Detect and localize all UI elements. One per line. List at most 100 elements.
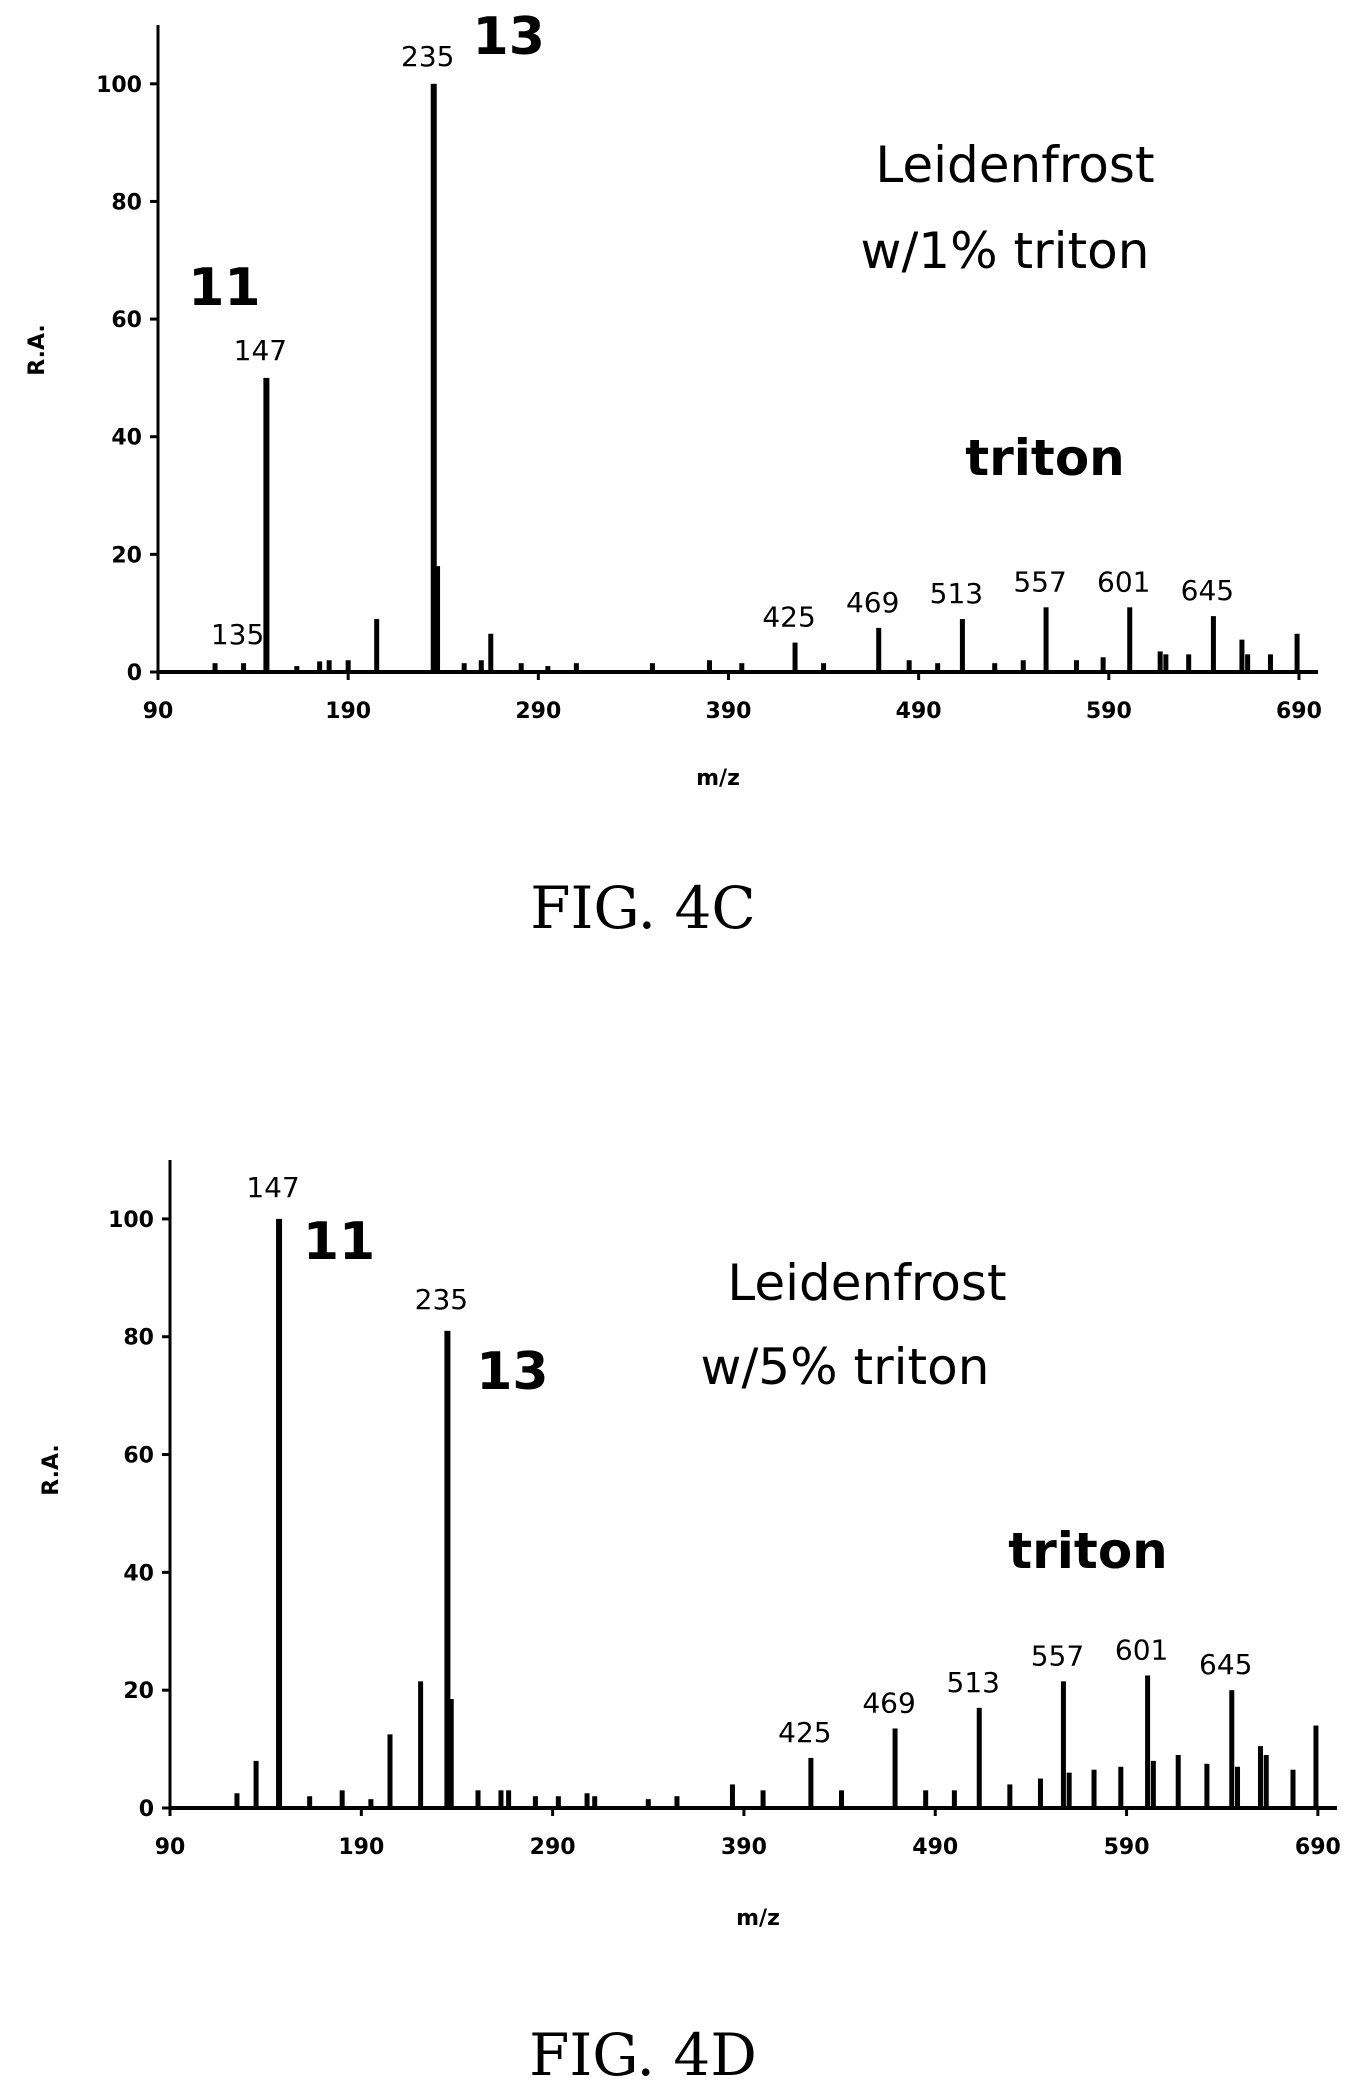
peak-bar — [1175, 1754, 1181, 1808]
peak-bar — [461, 663, 467, 672]
peak-bar — [1186, 654, 1192, 672]
peak-bar — [478, 660, 484, 672]
y-tick-label: 0 — [139, 1797, 154, 1822]
peak-bar — [808, 1757, 814, 1808]
peak-bar — [1037, 1778, 1043, 1808]
peak-bar — [592, 1796, 598, 1808]
y-tick-label: 80 — [123, 1326, 154, 1351]
peak-bar — [906, 660, 912, 672]
peak-bar — [263, 377, 270, 672]
y-tick-label: 60 — [111, 308, 142, 333]
x-tick-label: 390 — [706, 699, 752, 724]
peak-bar — [645, 1799, 651, 1808]
peak-bar — [674, 1796, 680, 1808]
peak-bar — [1235, 1766, 1241, 1808]
peak-bar — [951, 1790, 957, 1808]
peak-bar — [876, 627, 882, 672]
y-tick-label: 100 — [96, 73, 142, 98]
peak-bar — [1100, 657, 1106, 672]
x-tick-label: 690 — [1276, 699, 1322, 724]
x-tick-label: 190 — [338, 1835, 384, 1860]
x-tick-label: 690 — [1295, 1835, 1341, 1860]
peak-bar — [532, 1796, 538, 1808]
group-label: triton — [965, 429, 1125, 487]
peak-bar — [317, 661, 323, 672]
peak-bar — [1073, 660, 1079, 672]
x-tick-label: 490 — [896, 699, 942, 724]
peak-bar — [1290, 1769, 1296, 1808]
compound-label: 13 — [476, 1342, 548, 1402]
x-tick-label: 290 — [530, 1835, 576, 1860]
peak-bar — [760, 1790, 766, 1808]
annotation-line-2: w/1% triton — [861, 222, 1150, 280]
axes-group: 0 20 40 60 80 100 90 190 290 390 490 590 690 — [108, 1160, 1341, 1860]
peak-bar — [506, 1790, 512, 1808]
annotation-line-1: Leidenfrost — [727, 1254, 1006, 1312]
peak-bar — [418, 1681, 424, 1808]
y-tick-label: 0 — [127, 661, 142, 686]
figure-caption: FIG. 4C — [530, 874, 756, 942]
peak-label: 601 — [1097, 565, 1150, 598]
peak-bar — [1263, 1754, 1269, 1808]
peak-bar — [1157, 651, 1163, 672]
chart-fig-4c: 0 20 40 60 80 100 90 190 290 390 490 590 690 135 147 2… — [25, 7, 1322, 942]
peak-bar — [1267, 654, 1273, 672]
x-tick-label: 390 — [721, 1835, 767, 1860]
x-axis-label: m/z — [736, 1906, 780, 1931]
peak-bar — [959, 619, 965, 672]
peak-bar — [212, 663, 218, 672]
compound-label: 11 — [188, 258, 260, 318]
bars-group — [212, 83, 1300, 673]
peak-bar — [1245, 654, 1251, 672]
y-axis-label: R.A. — [39, 1444, 64, 1496]
peak-bar — [649, 663, 655, 672]
peak-bar — [374, 619, 380, 672]
peak-bar — [584, 1793, 590, 1808]
peak-bar — [387, 1734, 393, 1808]
peak-label: 469 — [846, 586, 899, 619]
peak-label: 235 — [401, 40, 454, 73]
peak-bar — [923, 1790, 929, 1808]
peak-label: 601 — [1115, 1633, 1168, 1666]
y-tick-label: 20 — [123, 1679, 154, 1704]
peak-label: 513 — [930, 577, 983, 610]
peak-bar — [435, 566, 441, 672]
peak-bar — [1150, 1760, 1156, 1808]
peak-bar — [1163, 654, 1169, 672]
peak-label: 557 — [1013, 565, 1066, 598]
peak-bar — [935, 663, 941, 672]
peak-bar — [1060, 1681, 1066, 1808]
peak-label: 147 — [234, 334, 287, 367]
peak-label: 147 — [246, 1171, 299, 1204]
annotation-line-2: w/5% triton — [701, 1338, 990, 1396]
x-tick-label: 290 — [515, 699, 561, 724]
peak-bar — [276, 1218, 283, 1808]
bars-group — [234, 1218, 1319, 1808]
chart-fig-4d: 0 20 40 60 80 100 90 190 290 390 490 590 690 147 235 4… — [39, 1160, 1341, 2089]
peak-bar — [792, 642, 798, 672]
peak-bar — [1313, 1725, 1319, 1808]
peak-label: 135 — [211, 618, 264, 651]
x-axis-label: m/z — [696, 766, 740, 791]
x-tick-label: 590 — [1104, 1835, 1150, 1860]
peak-bar — [253, 1760, 259, 1808]
peak-label: 469 — [862, 1686, 915, 1719]
peak-bar — [339, 1790, 345, 1808]
peak-bar — [430, 83, 437, 673]
peak-bar — [839, 1790, 845, 1808]
peak-bar — [234, 1793, 240, 1808]
peak-bar — [307, 1796, 313, 1808]
axes-group: 0 20 40 60 80 100 90 190 290 390 490 590 690 — [96, 25, 1322, 724]
peak-bar — [498, 1790, 504, 1808]
x-tick-label: 590 — [1086, 699, 1132, 724]
x-tick-label: 490 — [912, 1835, 958, 1860]
peak-bar — [326, 660, 332, 672]
peak-bar — [1239, 639, 1245, 672]
labels-group: 147 235 425 469 513 557 601 645 11 13 — [246, 1171, 1252, 1749]
annotation-line-1: Leidenfrost — [875, 136, 1154, 194]
peak-bar — [345, 660, 351, 672]
peak-bar — [518, 663, 524, 672]
peak-bar — [992, 663, 998, 672]
peak-bar — [739, 663, 745, 672]
